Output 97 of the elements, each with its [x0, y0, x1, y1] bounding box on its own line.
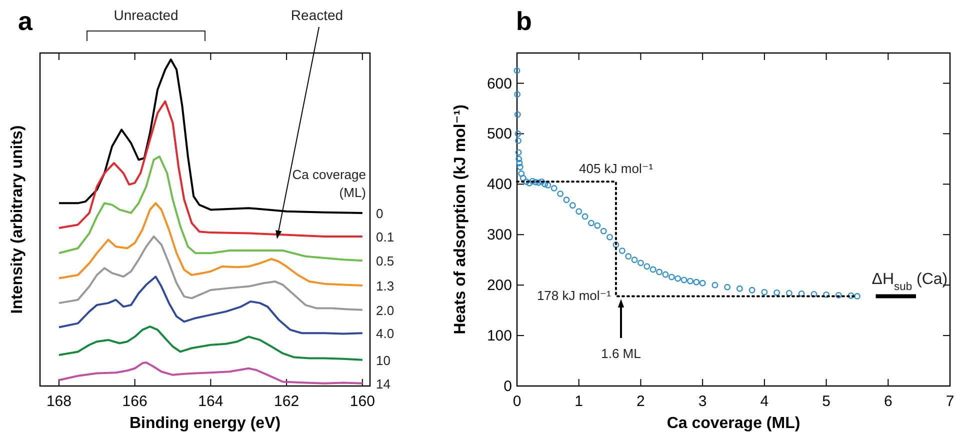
point	[644, 263, 650, 270]
point	[557, 190, 564, 197]
point	[550, 185, 558, 192]
point	[687, 278, 694, 284]
point	[810, 290, 818, 298]
x-tick-label: 162	[274, 393, 300, 410]
chart-title: b	[516, 6, 532, 36]
x-axis-title: Binding energy (eV)	[129, 415, 281, 432]
point	[514, 67, 520, 74]
point	[544, 182, 552, 188]
chart-title: a	[18, 6, 33, 36]
point	[724, 284, 731, 290]
x-tick-label: 168	[46, 393, 72, 410]
point	[563, 196, 570, 204]
point	[529, 178, 536, 184]
y-tick-label: 200	[486, 277, 512, 294]
point	[516, 160, 523, 166]
y-tick-label: 0	[504, 378, 512, 395]
point	[582, 213, 588, 220]
x-tick-label: 7	[946, 393, 954, 410]
point	[515, 149, 522, 156]
point	[761, 288, 768, 296]
y-tick-label: 300	[486, 226, 512, 244]
point	[515, 138, 522, 144]
point	[514, 111, 521, 118]
x-tick-label: 6	[884, 393, 892, 410]
point	[656, 268, 662, 276]
point	[516, 156, 522, 162]
point	[514, 130, 522, 137]
point	[576, 208, 582, 215]
point	[848, 292, 854, 299]
point	[518, 170, 525, 177]
x-tick-label: 5	[822, 393, 830, 410]
y-tick-label: 400	[486, 176, 512, 194]
x-tick-label: 3	[698, 393, 707, 410]
point	[774, 289, 780, 296]
point	[594, 222, 601, 229]
point	[625, 253, 632, 260]
legend-title: Ca coverage (ML)	[292, 167, 366, 200]
point	[823, 291, 830, 298]
point	[631, 256, 638, 264]
x-tick-label: 164	[198, 393, 224, 410]
point	[588, 220, 594, 226]
point	[736, 285, 743, 292]
y-axis-title: Intensity (arbitrary units)	[9, 125, 26, 314]
series-label: 0.5	[376, 254, 394, 269]
point	[699, 280, 706, 286]
series-label: 1.3	[376, 278, 394, 294]
point	[612, 242, 620, 248]
annotation: 1.6 ML	[601, 346, 641, 361]
point	[835, 292, 842, 298]
point	[693, 278, 700, 286]
point	[514, 91, 521, 98]
x-tick-label: 166	[122, 393, 148, 410]
series-label: 4.0	[376, 326, 394, 342]
point	[516, 164, 524, 170]
point	[520, 174, 526, 182]
series-label: 14	[376, 376, 390, 392]
text: Unreacted	[114, 7, 178, 23]
series-label: 10	[376, 352, 390, 368]
annotation: 405 kJ mol⁻¹	[579, 161, 654, 176]
x-tick-label: 4	[760, 393, 769, 410]
point	[854, 292, 860, 300]
point	[674, 275, 682, 282]
point	[662, 271, 669, 278]
series-label: 2.0	[376, 302, 394, 318]
point	[606, 234, 613, 240]
point	[748, 286, 756, 294]
point	[786, 290, 792, 296]
point	[535, 179, 542, 186]
y-tick-label: 500	[486, 126, 512, 143]
point	[526, 180, 533, 186]
point	[668, 274, 675, 280]
point	[680, 276, 688, 284]
point	[523, 178, 530, 185]
point	[712, 282, 718, 288]
y-tick-label: 600	[486, 75, 512, 92]
point	[542, 180, 548, 188]
point	[532, 178, 539, 186]
y-axis-title: Heats of adsorption (kJ mol⁻¹)	[452, 104, 469, 334]
point	[798, 290, 805, 297]
point	[638, 260, 644, 266]
x-tick-label: 2	[636, 393, 645, 410]
x-tick-label: 160	[350, 393, 375, 410]
x-axis-title: Ca coverage (ML)	[666, 415, 800, 432]
text: Reacted	[290, 7, 344, 23]
point	[650, 266, 656, 273]
series-label: 0.1	[376, 229, 394, 244]
series-label: 0	[376, 206, 384, 221]
point	[569, 202, 576, 209]
y-tick-label: 100	[486, 328, 512, 345]
point	[600, 228, 607, 234]
annotation: 178 kJ mol⁻¹	[536, 288, 612, 303]
legend-label: ΔH$_{sub}$ (Ca)	[872, 271, 948, 294]
point	[538, 178, 545, 185]
x-tick-label: 1	[574, 393, 584, 410]
point	[618, 248, 626, 254]
